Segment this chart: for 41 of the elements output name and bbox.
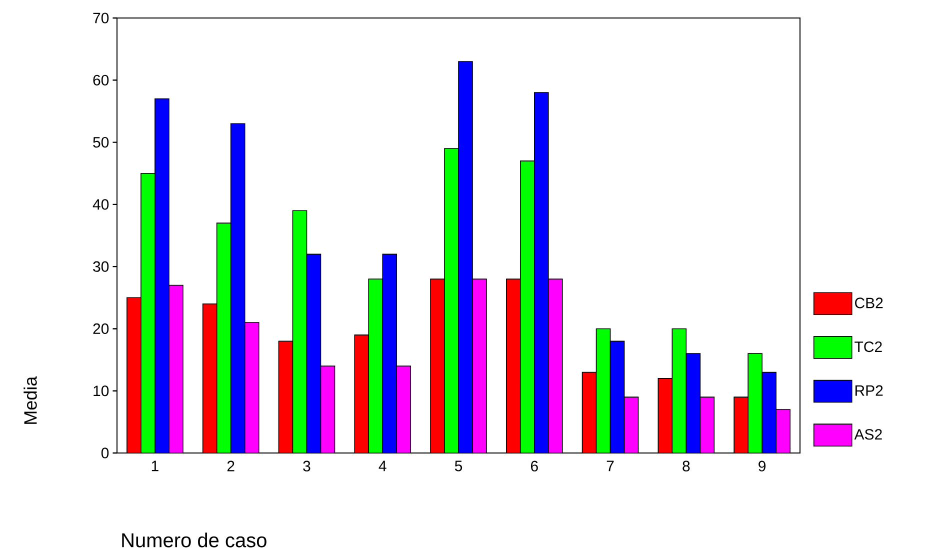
bar	[472, 278, 487, 453]
bar	[244, 322, 260, 453]
bar	[168, 284, 184, 453]
x-tick-label: 1	[152, 460, 158, 472]
bar	[306, 254, 322, 453]
x-tick-label: 5	[454, 460, 462, 472]
bar	[700, 396, 715, 453]
y-tick-label: 40	[92, 199, 109, 210]
legend-label: RP2	[855, 385, 883, 396]
x-tick-label: 7	[606, 460, 614, 472]
bar	[320, 366, 336, 453]
bar	[624, 396, 639, 453]
bar	[396, 366, 412, 453]
y-tick-label: 70	[93, 12, 109, 24]
bar	[762, 372, 776, 453]
x-axis-title: Numero de caso	[122, 532, 266, 548]
bar	[382, 254, 398, 453]
y-tick-label: 50	[93, 136, 109, 148]
bar	[548, 278, 563, 453]
bar	[458, 61, 473, 453]
y-tick-label: 10	[94, 386, 109, 396]
bar	[154, 98, 170, 453]
bar	[534, 92, 549, 453]
y-axis-title: Media	[24, 376, 37, 424]
y-tick-label: 60	[93, 74, 109, 86]
bar	[230, 123, 246, 453]
x-tick-label: 6	[530, 460, 538, 472]
y-tick-label: 20	[93, 323, 109, 334]
bar	[776, 409, 790, 453]
bar	[686, 353, 701, 453]
x-tick-label: 9	[758, 460, 766, 472]
y-tick-label: 30	[93, 261, 109, 272]
x-tick-label: 2	[227, 460, 234, 472]
y-tick-label: 0	[101, 448, 109, 458]
legend-label: TC2	[854, 341, 882, 352]
legend-label: CB2	[855, 298, 883, 308]
legend-label: AS2	[854, 429, 882, 440]
x-tick-label: 3	[303, 460, 310, 472]
x-tick-label: 4	[378, 460, 386, 472]
x-tick-label: 8	[682, 460, 690, 472]
bar	[610, 340, 625, 453]
